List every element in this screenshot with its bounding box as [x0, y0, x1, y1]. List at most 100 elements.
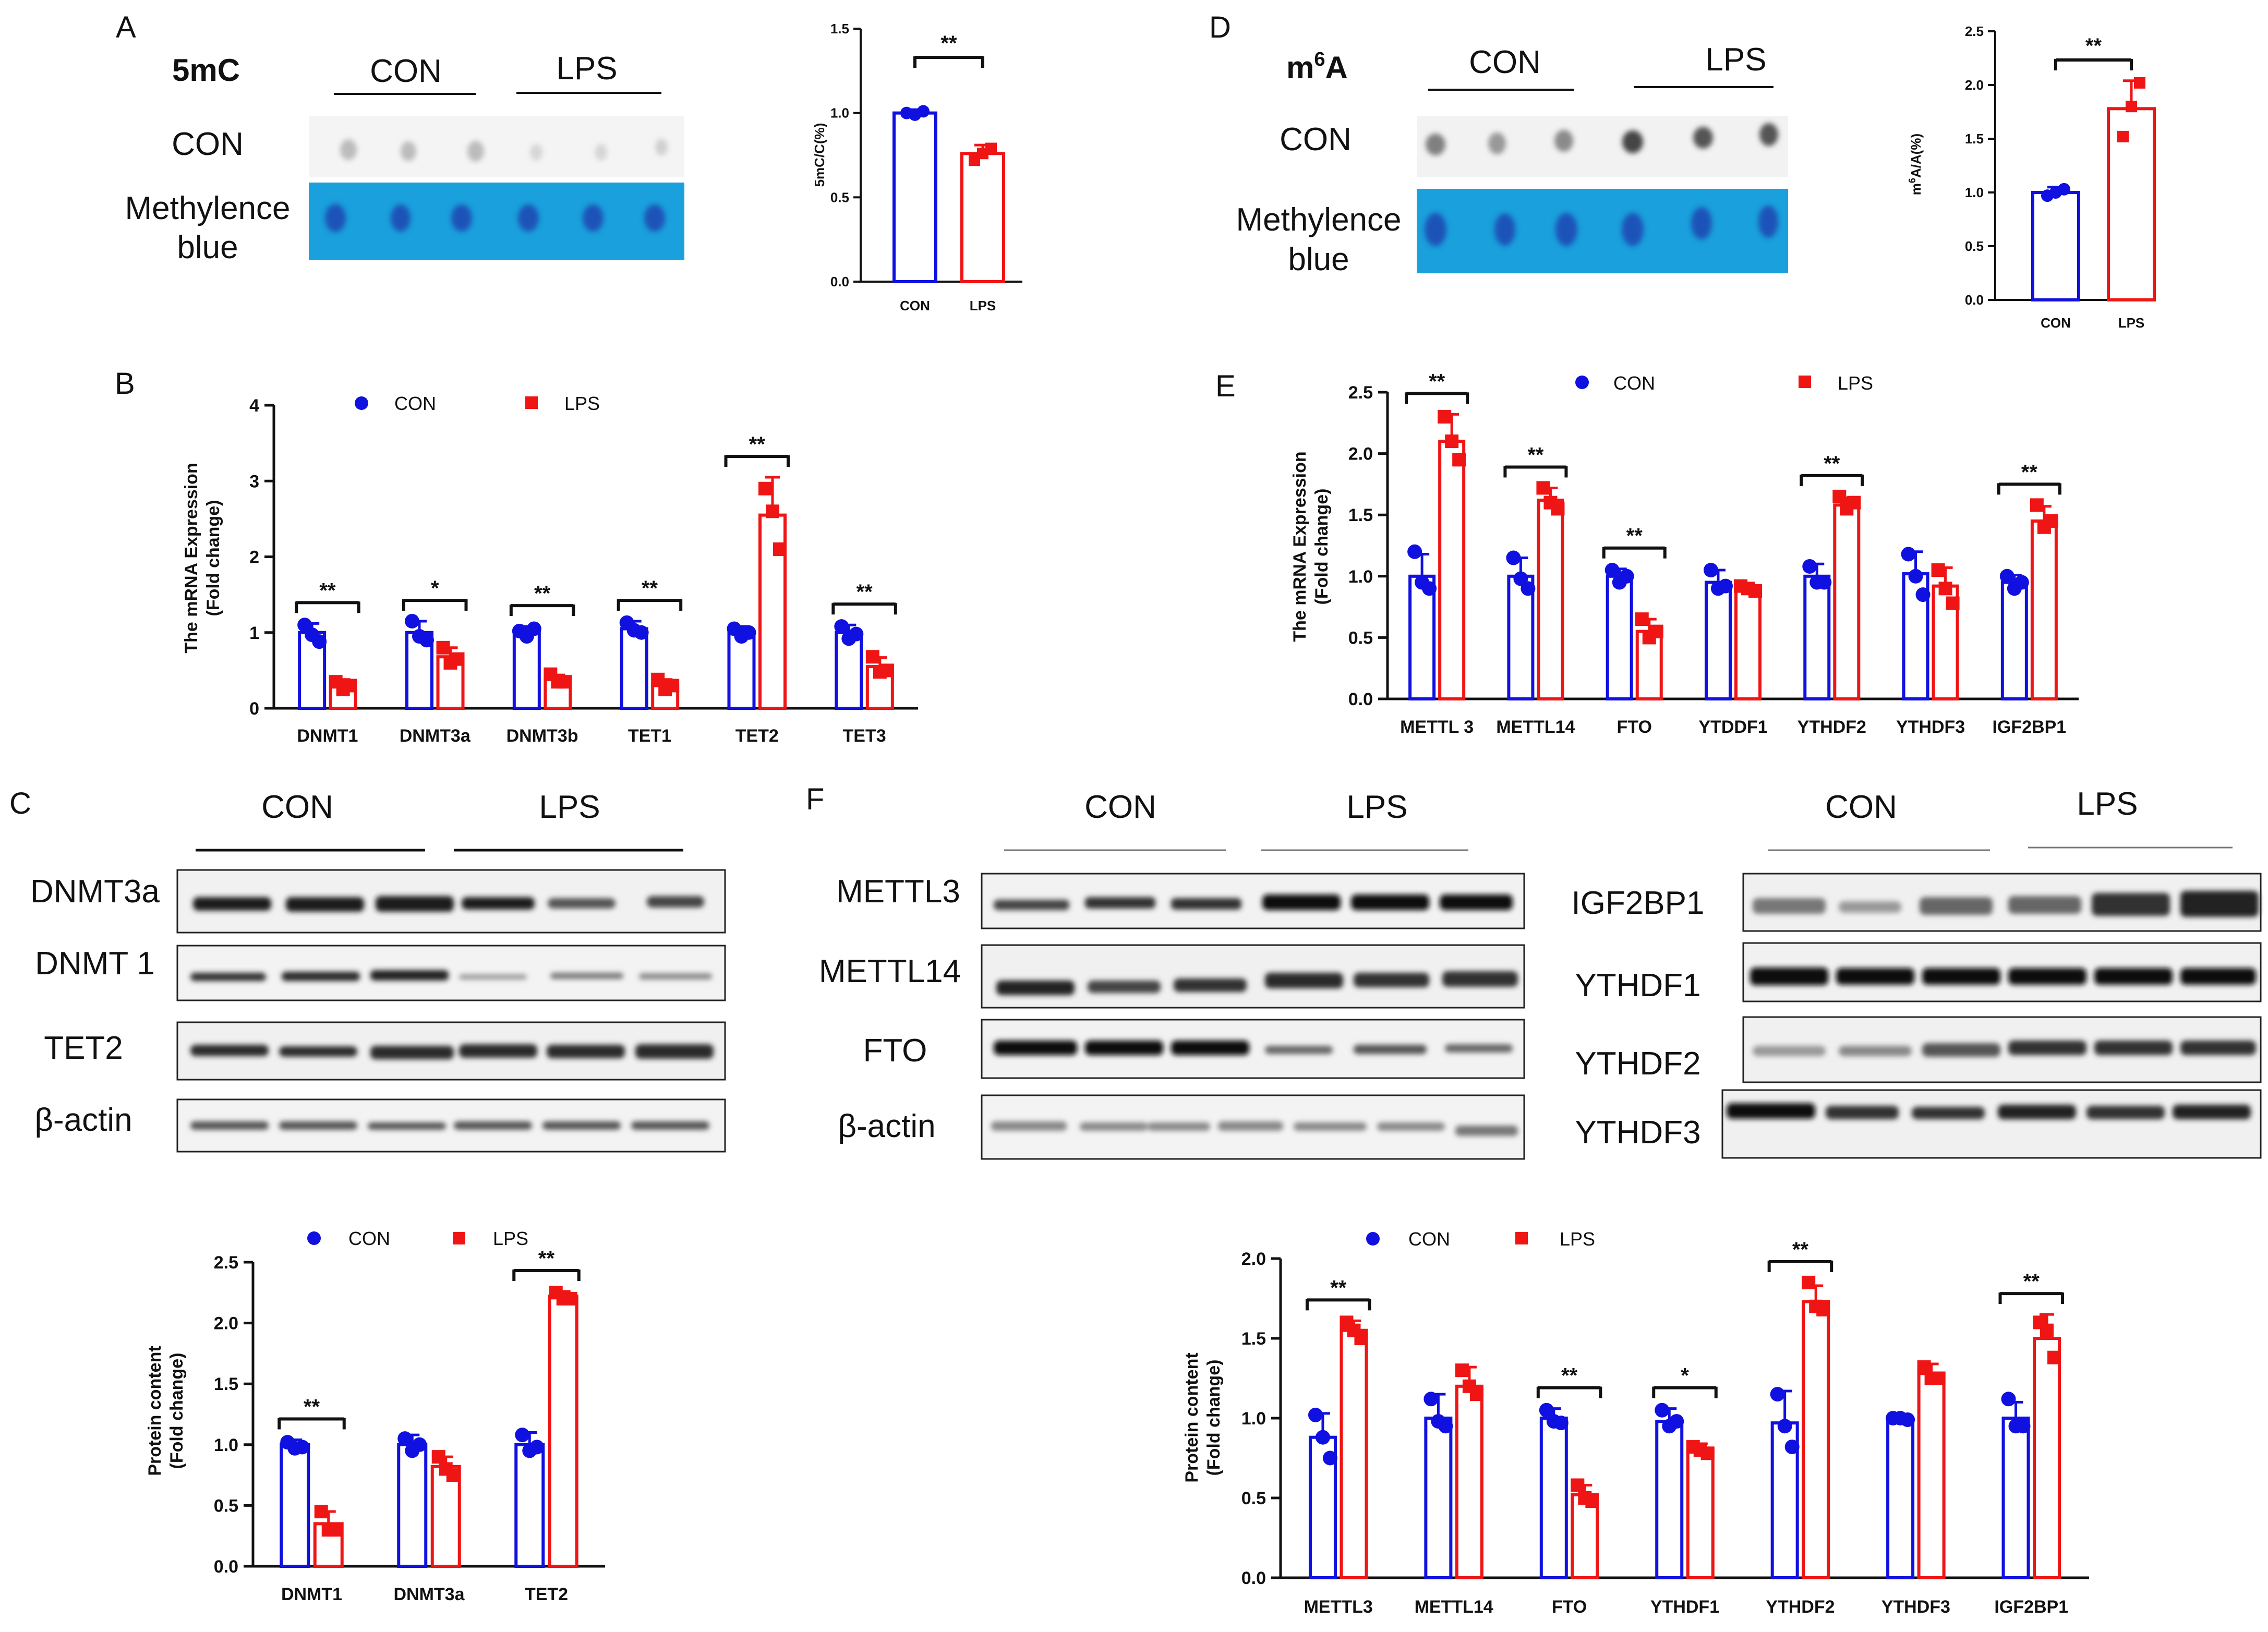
y-tick-label: 1	[249, 623, 259, 643]
sig-label: **	[1626, 525, 1643, 548]
point-con	[1308, 1407, 1323, 1422]
blot-ythdf3-bands	[1727, 1103, 2251, 1119]
panel-f-chart: 0.0 0.5 1.0 1.5 2.0 Protein content (Fold chan…	[1182, 1238, 2089, 1617]
y-tick-label: 0.5	[214, 1496, 238, 1516]
y-tick-label: 2.0	[1965, 77, 1984, 93]
point-lps	[1931, 563, 1945, 577]
y-axis-title-line2: (Fold change)	[1204, 1360, 1224, 1476]
category-label: YTHDF2	[1766, 1597, 1835, 1617]
point-con	[312, 634, 327, 649]
panel-d-methylene-strip	[1417, 189, 1788, 273]
panel-e-letter: E	[1215, 369, 1236, 403]
point-con	[397, 1431, 413, 1446]
blot-ythdf2-bands	[1753, 1041, 2256, 1057]
legend-con-label: CON	[1408, 1228, 1450, 1250]
bar-con	[1704, 581, 1732, 701]
panel-f-legend: CON LPS	[1366, 1228, 1595, 1250]
panel-c-legend: CON LPS	[307, 1228, 528, 1249]
y-tick-label: 1.5	[214, 1374, 238, 1394]
legend-lps-label: LPS	[564, 393, 600, 414]
point-lps	[1700, 1446, 1715, 1460]
panel-f-right-row-label: YTHDF3	[1575, 1115, 1700, 1151]
point-con	[1539, 1403, 1554, 1418]
legend-lps-marker	[453, 1232, 465, 1244]
point-con	[1422, 581, 1437, 596]
point-con	[2016, 1419, 2031, 1434]
legend-con-label: CON	[1613, 372, 1655, 394]
point-lps	[666, 679, 680, 693]
bar-lps	[2107, 107, 2156, 301]
y-axis-title-line1: The mRNA Expression	[182, 463, 201, 653]
panel-f-row-label: METTL14	[819, 953, 961, 989]
blot-dnmt3a-bands	[193, 896, 704, 912]
y-tick-label: 4	[249, 396, 259, 416]
category-label: METTL 3	[1400, 717, 1474, 737]
category-label: DNMT3b	[506, 726, 578, 746]
y-tick-label: 1.0	[1348, 567, 1373, 587]
category-label: YTHDF3	[1881, 1597, 1950, 1617]
point-lps	[1847, 495, 1861, 510]
y-tick-label: 0.0	[1348, 690, 1373, 709]
blot-ythdf3	[1721, 1089, 2262, 1159]
legend-lps-label: LPS	[1560, 1228, 1595, 1250]
y-tick-label: 1.0	[214, 1435, 238, 1455]
y-tick-label: 2.0	[1241, 1249, 1266, 1269]
point-con	[1619, 569, 1634, 584]
panel-f-row-label: METTL3	[836, 874, 960, 910]
point-lps	[1354, 1332, 1368, 1345]
point-con	[419, 633, 434, 648]
blot-mettl14	[981, 944, 1525, 1009]
point-con	[1407, 544, 1422, 559]
y-tick-label: 3	[249, 472, 259, 491]
panel-f: F CON LPS METTL3 METTL14 FTO β-actin CON	[806, 782, 2262, 1617]
legend-con-marker	[1366, 1232, 1380, 1246]
point-con	[1770, 1387, 1785, 1402]
panel-a-row-con: CON	[172, 126, 244, 162]
point-lps	[2044, 514, 2058, 528]
category-label: TET1	[628, 726, 671, 746]
point-con	[2014, 575, 2029, 590]
panel-d-row-mb1: Methylence	[1236, 202, 1401, 238]
legend-lps-marker	[1515, 1232, 1528, 1244]
blot-beta-actin-f-bands	[991, 1121, 1518, 1136]
point-lps	[431, 1450, 445, 1464]
bar-con	[1803, 574, 1831, 701]
point-lps	[1649, 624, 1663, 638]
panel-a-group-con: CON	[370, 53, 442, 89]
point-lps	[1832, 489, 1847, 503]
panel-d-mark: m6A	[1286, 49, 1348, 85]
legend-con-label: CON	[394, 393, 436, 414]
point-con	[1915, 587, 1931, 602]
panel-e-chart: 0.0 0.5 1.0 1.5 2.0 2.5 The mRNA Expression (Fo…	[1290, 370, 2079, 737]
point-con	[2058, 183, 2070, 196]
y-tick-label: 1.5	[1965, 131, 1984, 147]
sig-label: **	[1792, 1238, 1809, 1261]
category-label: YTDDF1	[1698, 717, 1767, 737]
y-tick-label: 0.0	[1965, 292, 1984, 308]
category-label: FTO	[1552, 1597, 1587, 1617]
bar-con	[1424, 1417, 1453, 1579]
panel-d-group-lps: LPS	[1705, 42, 1766, 78]
point-con	[1900, 1412, 1915, 1428]
point-lps	[563, 1291, 577, 1305]
bar-lps	[1734, 587, 1762, 700]
sig-label: **	[2085, 34, 2102, 57]
legend-lps-marker	[525, 396, 538, 409]
point-lps	[2047, 1350, 2061, 1364]
point-lps	[2134, 77, 2145, 89]
point-lps	[1469, 1387, 1483, 1401]
panel-d-row-mb2: blue	[1288, 241, 1349, 277]
point-con	[1553, 1416, 1569, 1431]
bar-lps	[548, 1295, 578, 1568]
y-tick-label: 0.0	[214, 1557, 238, 1577]
y-tick-label: 0.0	[830, 274, 849, 289]
category-label: YTHDF1	[1650, 1597, 1719, 1617]
panel-f-right-row-label: IGF2BP1	[1572, 885, 1705, 921]
panel-c-group-con: CON	[261, 789, 333, 825]
panel-f-right-row-label: YTHDF1	[1575, 968, 1700, 1004]
point-con	[834, 619, 849, 634]
point-con	[1521, 581, 1536, 596]
bar-con	[280, 1443, 310, 1568]
point-lps	[314, 1505, 328, 1519]
